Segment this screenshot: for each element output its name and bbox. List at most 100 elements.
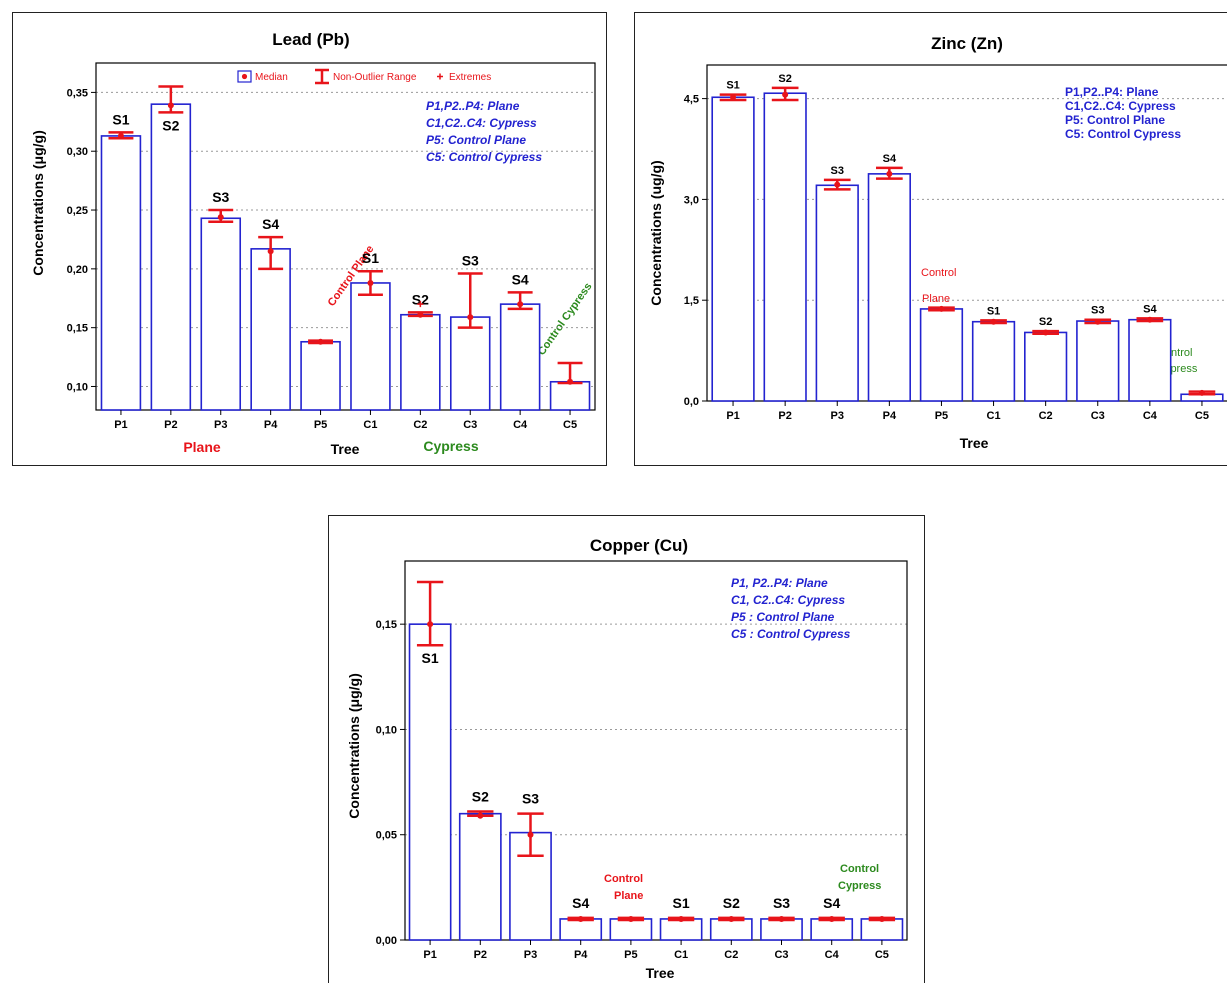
- sample-label: S1: [726, 80, 739, 92]
- chart-notes: P1,P2..P4: Plane C1,C2..C4: Cypress P5: …: [426, 99, 542, 164]
- x-tick-label: P2: [778, 410, 791, 422]
- note-line: P5: Control Plane: [1065, 113, 1165, 127]
- x-tick-label: P4: [264, 419, 278, 431]
- chart-notes: P1,P2..P4: Plane C1,C2..C4: Cypress P5: …: [1065, 85, 1181, 141]
- plot-area: 0,00 0,05 0,10 0,15 P1 S1 P2 S2 P3 S3 P4 S4 P5 C1 S1 C2…: [376, 560, 908, 961]
- sample-label: S3: [212, 189, 229, 205]
- legend-extremes-label: Extremes: [449, 72, 491, 83]
- median-point: [217, 214, 224, 221]
- plot-area: 0,10 0,15 0,20 0,25 0,30 0,35 P1 S1 P2 S2 P3 S3 P4 S4…: [67, 62, 596, 431]
- note-line: P1,P2..P4: Plane: [426, 99, 520, 113]
- zinc-chart-panel: Zinc (Zn) Concentrations (ug/g) Tree P1,…: [634, 12, 1227, 466]
- x-tick-label: C3: [463, 419, 477, 431]
- sample-label: S3: [773, 895, 790, 911]
- bar: [200, 217, 242, 411]
- plot-area: 0,0 1,5 3,0 4,5 P1 S1 P2 S2 P3 S3 P4 S4 P5 C1 S1 C2 S2 C3…: [684, 64, 1227, 422]
- y-tick-label: 0,35: [67, 87, 88, 99]
- y-tick-label: 0,10: [376, 724, 397, 736]
- bar: [250, 248, 291, 411]
- plane-group-label: Plane: [183, 439, 221, 455]
- bar: [300, 340, 341, 411]
- median-point: [567, 378, 574, 385]
- sample-label: S4: [262, 216, 279, 232]
- x-tick-label: P1: [726, 410, 739, 422]
- median-point: [467, 314, 474, 321]
- bar: [763, 92, 807, 402]
- y-tick-label: 1,5: [684, 295, 699, 307]
- y-tick-label: 0,25: [67, 205, 88, 217]
- bar: [919, 308, 964, 402]
- bar: [860, 918, 904, 941]
- y-tick-label: 3,0: [684, 194, 699, 206]
- bar: [760, 918, 803, 941]
- median-point: [834, 181, 841, 188]
- x-axis-label: Tree: [960, 435, 989, 451]
- plot-frame: [404, 560, 908, 941]
- y-tick-label: 0,20: [67, 264, 88, 276]
- x-tick-label: P5: [624, 949, 637, 961]
- median-point: [427, 621, 434, 628]
- bar: [709, 918, 753, 941]
- median-point: [1042, 329, 1049, 336]
- sample-label: S2: [162, 117, 179, 133]
- note-line: C1,C2..C4: Cypress: [426, 116, 537, 130]
- legend-median-dot: [241, 73, 248, 80]
- x-tick-label: P4: [574, 949, 588, 961]
- x-tick-label: P5: [314, 419, 327, 431]
- bar: [810, 918, 854, 941]
- copper-chart-panel: Copper (Cu) Concentrations (μg/g) Tree P…: [328, 515, 925, 983]
- median-point: [317, 338, 324, 345]
- sample-label: S2: [778, 73, 791, 85]
- plot-frame: [706, 64, 1227, 402]
- median-point: [782, 91, 789, 98]
- sample-label: S1: [422, 650, 439, 666]
- bar: [971, 320, 1016, 402]
- lead-chart: Lead (Pb) Concentrations (μg/g) Tree Pla…: [30, 30, 596, 457]
- plot-frame: [95, 62, 596, 411]
- median-point: [417, 311, 424, 318]
- y-axis-label: Concentrations (μg/g): [346, 673, 362, 818]
- sample-label: S1: [673, 895, 690, 911]
- sample-label: S4: [572, 895, 589, 911]
- y-tick-label: 0,0: [684, 396, 699, 408]
- bar: [400, 313, 441, 411]
- chart-notes: P1, P2..P4: Plane C1, C2..C4: Cypress P5…: [731, 576, 851, 641]
- bar: [1076, 320, 1120, 402]
- chart-title: Lead (Pb): [272, 30, 349, 49]
- bar: [867, 173, 911, 402]
- lead-chart-panel: Lead (Pb) Concentrations (μg/g) Tree Pla…: [12, 12, 607, 466]
- x-tick-label: C2: [1039, 410, 1053, 422]
- copper-chart: Copper (Cu) Concentrations (μg/g) Tree P…: [346, 536, 908, 981]
- chart-title: Copper (Cu): [590, 536, 688, 555]
- x-tick-label: P3: [214, 419, 227, 431]
- control-cypress-label-top: Control: [840, 863, 879, 875]
- sample-label: S4: [1143, 303, 1157, 315]
- median-point: [938, 305, 945, 312]
- x-tick-label: P3: [831, 410, 844, 422]
- y-tick-label: 0,15: [376, 619, 397, 631]
- y-tick-label: 0,05: [376, 830, 397, 842]
- sample-label: S4: [512, 271, 529, 287]
- x-tick-label: C4: [825, 949, 840, 961]
- median-point: [778, 915, 785, 922]
- control-plane-label-bottom: Plane: [922, 293, 950, 305]
- sample-label: S3: [522, 791, 539, 807]
- bar: [499, 303, 541, 411]
- median-point: [117, 132, 124, 139]
- bar: [609, 918, 653, 941]
- sample-label: S4: [823, 895, 840, 911]
- sample-label: S3: [831, 165, 844, 177]
- x-tick-label: C1: [674, 949, 688, 961]
- legend-extremes-icon: [437, 73, 443, 80]
- sample-label: S2: [412, 291, 429, 307]
- control-plane-label-top: Control: [921, 267, 956, 279]
- sample-label: S2: [723, 895, 740, 911]
- bar: [659, 918, 703, 941]
- median-point: [1094, 318, 1101, 325]
- control-cypress-label: Control Cypress: [536, 281, 595, 358]
- note-line: C5 : Control Cypress: [731, 627, 851, 641]
- sample-label: S1: [362, 250, 379, 266]
- median-point: [167, 102, 174, 109]
- control-cypress-annotation: Control Cypress: [536, 281, 595, 358]
- note-line: P1,P2..P4: Plane: [1065, 85, 1159, 99]
